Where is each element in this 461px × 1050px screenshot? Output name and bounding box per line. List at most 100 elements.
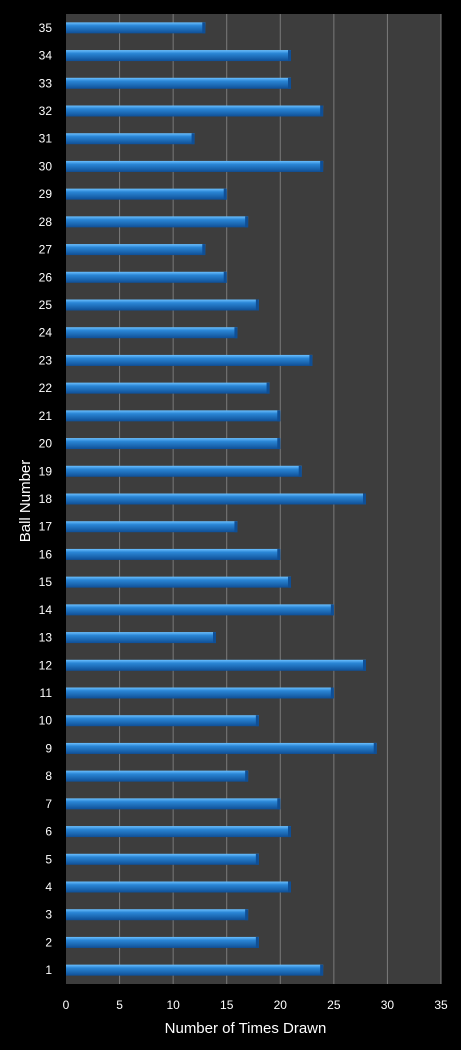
bar-cap-ball-18 [363, 493, 366, 505]
y-axis-title: Ball Number [17, 460, 34, 543]
bar-ball-24 [66, 327, 238, 339]
y-tick-label: 16 [39, 547, 53, 561]
bar-ball-2 [66, 936, 259, 948]
bar-cap-ball-7 [277, 798, 281, 810]
y-tick-label: 9 [45, 741, 52, 755]
bar-ball-5 [66, 853, 259, 865]
y-tick-label: 12 [39, 658, 53, 672]
y-tick-label: 5 [45, 852, 52, 866]
bar-ball-21 [66, 410, 281, 422]
y-tick-label: 32 [39, 104, 53, 118]
bar-ball-35 [66, 22, 206, 34]
y-tick-label: 33 [39, 76, 53, 90]
bar-ball-1 [66, 964, 324, 976]
bar-cap-ball-24 [234, 327, 238, 339]
bar-ball-4 [66, 881, 291, 893]
bar-ball-29 [66, 188, 227, 200]
bar-ball-12 [66, 659, 366, 671]
bar-ball-19 [66, 465, 302, 477]
bar-ball-26 [66, 271, 227, 283]
y-tick-label: 8 [45, 769, 52, 783]
y-tick-label: 35 [39, 21, 53, 35]
y-tick-label: 15 [39, 575, 53, 589]
x-tick-label: 10 [166, 998, 180, 1012]
bar-cap-ball-20 [277, 438, 281, 450]
bar-cap-ball-17 [234, 521, 238, 533]
x-tick-label: 15 [220, 998, 234, 1012]
y-tick-label: 31 [39, 132, 53, 146]
y-tick-label: 24 [39, 326, 53, 340]
bar-cap-ball-9 [373, 742, 377, 754]
y-tick-label: 26 [39, 270, 53, 284]
y-tick-label: 23 [39, 353, 53, 367]
bar-ball-7 [66, 798, 281, 810]
y-tick-label: 21 [39, 409, 53, 423]
bar-ball-20 [66, 438, 281, 450]
bar-ball-32 [66, 105, 324, 117]
y-axis-ticks: 1234567891011121314151617181920212223242… [39, 21, 53, 977]
bar-ball-34 [66, 50, 291, 62]
bar-cap-ball-16 [277, 548, 281, 560]
bar-cap-ball-26 [223, 271, 227, 283]
y-tick-label: 20 [39, 437, 53, 451]
y-tick-label: 11 [40, 686, 53, 700]
bar-ball-8 [66, 770, 249, 782]
y-tick-label: 2 [45, 935, 52, 949]
bar-cap-ball-2 [255, 936, 259, 948]
bar-cap-ball-27 [202, 244, 206, 256]
bar-cap-ball-33 [288, 77, 291, 89]
bar-ball-31 [66, 133, 195, 145]
bar-cap-ball-13 [213, 632, 216, 644]
bar-cap-ball-25 [255, 299, 259, 311]
bar-cap-ball-15 [288, 576, 291, 588]
bar-ball-15 [66, 576, 291, 588]
bar-ball-3 [66, 909, 249, 921]
bar-cap-ball-23 [309, 354, 313, 366]
y-tick-label: 34 [39, 49, 53, 63]
y-tick-label: 28 [39, 215, 53, 229]
bar-cap-ball-12 [363, 659, 366, 671]
bar-cap-ball-29 [223, 188, 227, 200]
x-tick-label: 0 [63, 998, 70, 1012]
bar-cap-ball-34 [288, 50, 291, 62]
y-tick-label: 29 [39, 187, 53, 201]
bar-ball-9 [66, 742, 377, 754]
y-tick-label: 13 [39, 631, 53, 645]
y-tick-label: 25 [39, 298, 53, 312]
bar-cap-ball-5 [255, 853, 259, 865]
bar-ball-23 [66, 354, 313, 366]
y-tick-label: 10 [39, 714, 53, 728]
bar-cap-ball-32 [320, 105, 324, 117]
bar-cap-ball-1 [320, 964, 324, 976]
bar-cap-ball-14 [330, 604, 334, 616]
y-tick-label: 17 [39, 520, 53, 534]
bar-ball-16 [66, 548, 281, 560]
y-tick-label: 27 [39, 243, 53, 257]
y-tick-label: 1 [45, 963, 52, 977]
bar-cap-ball-35 [202, 22, 206, 34]
bar-ball-13 [66, 632, 216, 644]
bar-ball-11 [66, 687, 334, 699]
y-tick-label: 14 [39, 603, 53, 617]
bar-ball-10 [66, 715, 259, 727]
bar-ball-18 [66, 493, 366, 505]
bar-cap-ball-19 [298, 465, 302, 477]
y-tick-label: 30 [39, 159, 53, 173]
y-tick-label: 4 [45, 880, 52, 894]
bar-cap-ball-6 [288, 826, 291, 838]
x-tick-label: 30 [381, 998, 395, 1012]
bar-cap-ball-21 [277, 410, 281, 422]
bar-cap-ball-28 [245, 216, 249, 228]
y-tick-label: 6 [45, 825, 52, 839]
bars [66, 22, 377, 976]
bar-cap-ball-3 [245, 909, 249, 921]
x-tick-label: 5 [116, 998, 123, 1012]
bar-cap-ball-22 [266, 382, 270, 394]
y-tick-label: 19 [39, 464, 53, 478]
y-tick-label: 22 [39, 381, 53, 395]
x-axis-title: Number of Times Drawn [165, 1020, 327, 1037]
bar-ball-28 [66, 216, 249, 228]
bar-cap-ball-4 [288, 881, 291, 893]
bar-ball-6 [66, 826, 291, 838]
